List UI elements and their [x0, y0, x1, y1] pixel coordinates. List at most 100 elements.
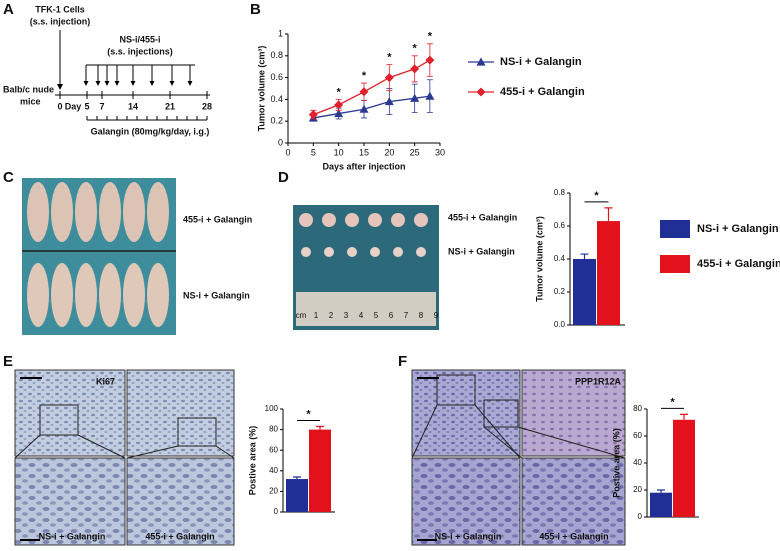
marker — [410, 64, 420, 74]
timeline-text: NS-i/455-i — [119, 34, 160, 44]
y-tick-label: 1 — [278, 28, 283, 38]
y-tick-label: 0 — [278, 137, 283, 147]
marker — [359, 87, 369, 97]
y-tick-label: 40 — [633, 458, 642, 467]
tumor — [391, 213, 405, 227]
error-bar — [680, 413, 688, 420]
y-tick-label: 60 — [633, 431, 642, 440]
mouse — [99, 182, 121, 242]
image-label: NS-i + Galangin — [435, 531, 502, 541]
significance: * — [337, 86, 342, 98]
panel-letter: E — [3, 353, 13, 370]
tumor — [299, 213, 313, 227]
mouse — [123, 182, 145, 242]
tumor — [345, 213, 359, 227]
ruler-label: 4 — [359, 311, 364, 320]
arrow-head — [149, 81, 155, 86]
ruler-label: 3 — [344, 311, 349, 320]
timeline-text: Day — [65, 101, 82, 111]
significance: * — [387, 51, 392, 63]
timeline-text: 28 — [202, 101, 212, 111]
image-label: 455-i + Galangin — [145, 531, 214, 541]
ppp1r12a-micrographs — [411, 369, 626, 546]
error-bar — [316, 425, 324, 430]
mouse — [51, 182, 73, 242]
timeline-text: 7 — [99, 101, 104, 111]
significance: * — [428, 31, 433, 43]
timeline-text: TFK-1 Cells — [35, 4, 85, 14]
timeline-text: mice — [20, 96, 41, 106]
mouse — [147, 182, 169, 242]
ruler-label: 1 — [314, 311, 319, 320]
y-tick-label: 0.2 — [554, 287, 566, 296]
timeline-text: 0 — [57, 101, 62, 111]
x-tick-label: 0 — [285, 147, 290, 157]
significance: * — [670, 396, 675, 408]
tumor — [368, 213, 382, 227]
significance: * — [306, 408, 311, 420]
y-axis-label: Tumor volume (cm³) — [256, 46, 266, 132]
ruler-label: 2 — [329, 311, 334, 320]
error-bar — [604, 207, 613, 222]
bar — [309, 429, 331, 512]
image-label: 455-i + Galangin — [539, 531, 608, 541]
timeline-text: (s.s. injection) — [30, 16, 91, 26]
y-tick-label: 0.8 — [554, 188, 566, 197]
y-tick-label: 0.6 — [270, 72, 283, 82]
ruler-label: 5 — [374, 311, 379, 320]
mouse — [75, 263, 97, 327]
marker — [334, 109, 344, 118]
significance: * — [594, 190, 599, 202]
x-tick-label: 25 — [410, 147, 420, 157]
bar — [597, 221, 620, 325]
tumor — [393, 247, 403, 257]
arrow-head — [95, 81, 101, 86]
panel-letter: F — [398, 353, 407, 370]
bar — [573, 259, 596, 325]
y-tick-label: 20 — [269, 487, 278, 496]
legend-label: 455-i + Galangin — [500, 86, 585, 98]
mouse — [51, 263, 73, 327]
error-bar — [657, 489, 665, 493]
marker — [476, 57, 486, 66]
image-label: 455-i + Galangin — [448, 212, 517, 222]
error-bar — [293, 476, 301, 480]
marker — [384, 97, 394, 106]
y-axis-label: Postive area (%) — [247, 426, 257, 496]
x-tick-label: 10 — [334, 147, 344, 157]
tumor — [416, 247, 426, 257]
y-tick-label: 0 — [274, 507, 279, 516]
bar — [650, 492, 672, 517]
image-label: 455-i + Galangin — [183, 214, 252, 224]
y-tick-label: 0.6 — [554, 221, 566, 230]
significance: * — [362, 70, 367, 82]
arrow-head — [130, 81, 136, 86]
image-label: Ki67 — [96, 376, 115, 386]
timeline-text: Balb/c nude — [3, 84, 54, 94]
y-tick-label: 40 — [269, 466, 278, 475]
x-axis-label: Days after injection — [322, 161, 405, 171]
y-tick-label: 0.4 — [554, 254, 566, 263]
mouse — [147, 263, 169, 327]
ruler-label: 7 — [404, 311, 409, 320]
legend-swatch — [660, 220, 690, 238]
image-label: PPP1R12A — [575, 376, 622, 386]
mouse — [75, 182, 97, 242]
x-tick-label: 15 — [359, 147, 369, 157]
y-tick-label: 0.2 — [270, 116, 283, 126]
x-tick-label: 5 — [311, 147, 316, 157]
marker — [384, 73, 394, 83]
tumor — [324, 247, 334, 257]
marker — [476, 87, 486, 97]
tumor — [414, 213, 428, 227]
marker — [308, 110, 318, 120]
y-tick-label: 100 — [265, 404, 279, 413]
y-tick-label: 0.4 — [270, 94, 283, 104]
y-tick-label: 60 — [269, 445, 278, 454]
panel-letter: D — [278, 169, 289, 186]
marker — [410, 93, 420, 102]
y-axis-label: Tumor volume (cm³) — [534, 216, 544, 302]
panel-letter: A — [3, 1, 14, 18]
mouse — [27, 263, 49, 327]
